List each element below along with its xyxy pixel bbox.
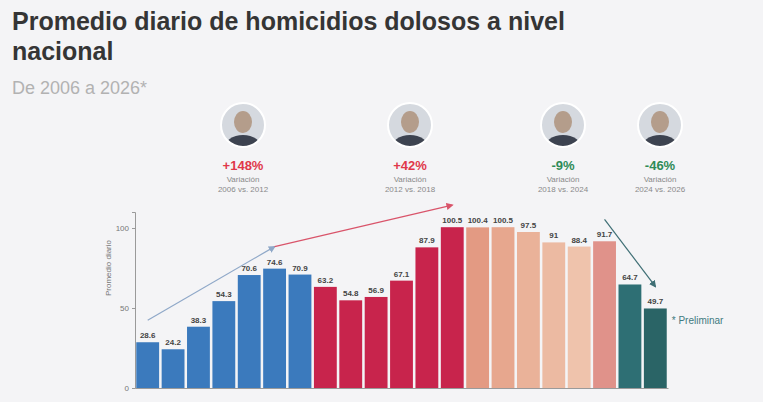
y-tick: 0 (125, 384, 135, 393)
bar (212, 301, 235, 388)
bar (136, 342, 159, 388)
variation-value: +42% (393, 158, 427, 173)
president-annotation: +148% Variación2006 vs. 2012 (218, 103, 269, 194)
bars (136, 227, 666, 388)
data-label: 100.5 (493, 216, 514, 225)
bar (644, 308, 667, 388)
variation-caption: 2006 vs. 2012 (218, 185, 269, 194)
trend-arrow (148, 247, 275, 321)
variation-value: +148% (223, 158, 264, 173)
data-label: 91 (549, 231, 558, 240)
data-label: 56.9 (368, 286, 384, 295)
bar (542, 242, 565, 388)
variation-caption: Variación (547, 175, 580, 184)
title: Promedio diario de homicidios dolosos a … (12, 7, 565, 65)
variation-caption: Variación (644, 175, 677, 184)
portrait (388, 103, 432, 163)
bar (568, 247, 591, 388)
variation-caption: 2012 vs. 2018 (385, 185, 436, 194)
data-label: 28.6 (140, 331, 156, 340)
y-tick: 50 (120, 304, 135, 313)
y-tick-mark (132, 308, 135, 309)
data-label: 91.7 (597, 230, 613, 239)
bar (441, 227, 464, 388)
y-tick-label: 100 (116, 224, 130, 233)
portrait (638, 103, 682, 163)
bar (314, 287, 337, 388)
data-label: 64.7 (622, 273, 638, 282)
president-annotation: -46% Variación2024 vs. 2026 (635, 103, 686, 194)
bar (466, 227, 489, 388)
bar (390, 281, 413, 388)
y-tick-label: 50 (120, 304, 129, 313)
variation-caption: Variación (394, 175, 427, 184)
variation-caption: 2024 vs. 2026 (635, 185, 686, 194)
y-tick: 100 (116, 224, 135, 233)
y-axis: 0 50 100 (116, 213, 136, 394)
data-label: 87.9 (419, 236, 435, 245)
y-tick-label: 0 (125, 384, 130, 393)
bar (415, 247, 438, 388)
bar (187, 327, 210, 388)
variation-caption: 2018 vs. 2024 (538, 185, 589, 194)
variation-value: -46% (645, 158, 676, 173)
president-annotation: -9% Variación2018 vs. 2024 (538, 103, 589, 194)
bar (492, 227, 515, 388)
bar (593, 241, 616, 388)
data-label: 24.2 (165, 338, 181, 347)
y-axis-line (132, 213, 136, 389)
data-label: 88.4 (571, 236, 587, 245)
bar (619, 284, 642, 388)
note: * Preliminar (672, 315, 724, 326)
data-label: 54.3 (216, 290, 232, 299)
chart: Promedio diario de homicidios dolosos a … (0, 0, 763, 402)
y-axis-title: Promedio diario (104, 239, 113, 296)
variation-value: -9% (551, 158, 575, 173)
data-label: 38.3 (191, 316, 207, 325)
subtitle: De 2006 a 2026* (12, 78, 147, 98)
data-label: 100.5 (442, 216, 463, 225)
data-label: 54.8 (343, 289, 359, 298)
data-label: 97.5 (521, 221, 537, 230)
bar (289, 275, 312, 388)
trend-arrows (148, 205, 656, 320)
portrait (541, 103, 585, 163)
data-labels: 28.6 24.2 38.3 54.3 70.6 74.6 70.9 63.2 54.8 56.9… (140, 216, 664, 347)
data-label: 70.6 (241, 264, 257, 273)
y-tick-mark (132, 388, 135, 389)
president-annotation: +42% Variación2012 vs. 2018 (385, 103, 436, 194)
y-tick-mark (132, 228, 135, 229)
data-label: 100.4 (468, 216, 489, 225)
data-label: 63.2 (318, 276, 334, 285)
bar (365, 297, 388, 388)
x-axis-line (136, 388, 669, 389)
portrait (221, 103, 265, 163)
data-label: 67.1 (394, 270, 410, 279)
bar (517, 232, 540, 388)
data-label: 74.6 (267, 258, 283, 267)
bar (339, 300, 362, 388)
data-label: 70.9 (292, 264, 308, 273)
bar (263, 269, 286, 388)
bar (162, 349, 185, 388)
trend-arrow (275, 205, 453, 246)
variation-caption: Variación (227, 175, 260, 184)
bar (238, 275, 261, 388)
data-label: 49.7 (648, 297, 664, 306)
